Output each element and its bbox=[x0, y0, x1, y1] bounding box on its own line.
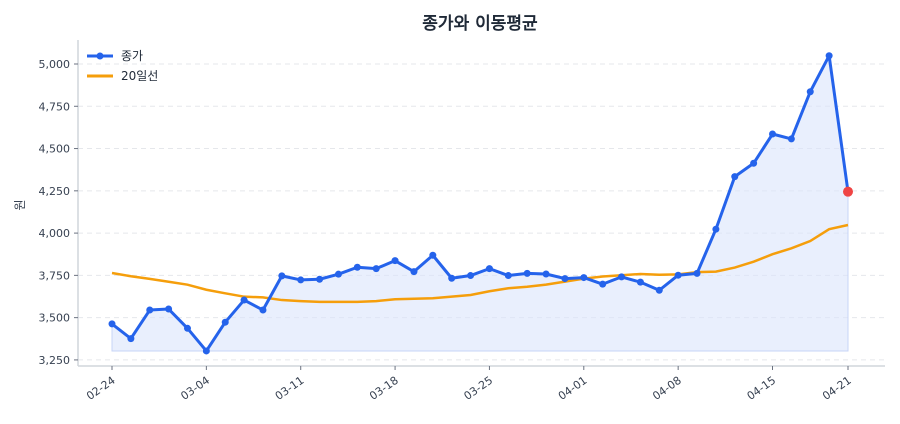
close-point bbox=[674, 271, 682, 279]
close-point bbox=[806, 88, 814, 96]
close-point bbox=[165, 305, 173, 313]
legend-marker-close bbox=[96, 52, 104, 60]
legend-label-ma20: 20일선 bbox=[121, 69, 158, 83]
x-tick-label: 04-15 bbox=[745, 374, 779, 403]
close-point bbox=[221, 318, 229, 326]
close-point bbox=[278, 272, 286, 280]
close-fill-area bbox=[111, 54, 849, 352]
x-tick-label: 03-11 bbox=[273, 374, 307, 403]
close-point bbox=[127, 335, 135, 343]
close-point bbox=[353, 263, 361, 271]
close-point bbox=[259, 306, 267, 314]
close-point bbox=[429, 251, 437, 259]
close-point bbox=[825, 52, 833, 60]
close-point bbox=[787, 135, 795, 143]
close-point bbox=[618, 273, 626, 281]
x-tick-label: 04-01 bbox=[556, 374, 590, 403]
x-axis: 02-24 03-04 03-11 03-18 03-25 04-01 04-08 04-15… bbox=[78, 365, 885, 403]
close-point bbox=[580, 274, 588, 282]
close-point bbox=[750, 159, 758, 167]
close-point bbox=[410, 268, 418, 276]
close-point bbox=[240, 296, 248, 304]
close-point bbox=[485, 265, 493, 273]
close-point bbox=[183, 324, 191, 332]
y-tick-label: 4,250 bbox=[39, 185, 71, 198]
y-axis-label: 원 bbox=[13, 199, 27, 210]
close-point bbox=[372, 265, 380, 273]
y-tick-label: 4,750 bbox=[39, 100, 71, 113]
legend: 종가 20일선 bbox=[87, 49, 158, 83]
close-point bbox=[636, 278, 644, 286]
x-tick-label: 03-18 bbox=[367, 374, 401, 403]
close-point bbox=[731, 173, 739, 181]
close-point bbox=[561, 275, 569, 283]
close-point bbox=[448, 274, 456, 282]
x-tick-label: 03-25 bbox=[462, 374, 496, 403]
y-tick-label: 4,500 bbox=[39, 143, 71, 156]
close-point bbox=[467, 272, 475, 280]
y-tick-label: 5,000 bbox=[39, 58, 71, 71]
x-tick-label: 04-21 bbox=[820, 374, 854, 403]
close-point bbox=[542, 270, 550, 278]
close-point bbox=[769, 130, 777, 138]
close-point bbox=[599, 280, 607, 288]
close-point bbox=[693, 269, 701, 277]
close-point bbox=[202, 347, 210, 355]
close-point bbox=[504, 272, 512, 280]
last-close-point bbox=[843, 186, 853, 197]
plot-area bbox=[108, 52, 853, 355]
ma20-line bbox=[111, 223, 849, 304]
close-point bbox=[316, 275, 324, 283]
close-point bbox=[523, 269, 531, 277]
y-tick-label: 3,500 bbox=[39, 312, 71, 325]
x-tick-label: 04-08 bbox=[650, 374, 684, 403]
close-point bbox=[712, 225, 720, 233]
y-axis: 3,250 3,500 3,750 4,000 4,250 4,500 4,750 5,000 bbox=[39, 40, 79, 367]
close-point bbox=[655, 286, 663, 294]
close-point bbox=[297, 276, 305, 284]
x-tick-label: 03-04 bbox=[178, 374, 212, 403]
y-tick-label: 3,250 bbox=[39, 354, 71, 367]
close-point bbox=[146, 306, 154, 314]
y-tick-label: 4,000 bbox=[39, 227, 71, 240]
close-line bbox=[111, 54, 850, 353]
close-point bbox=[334, 270, 342, 278]
chart-title: 종가와 이동평균 bbox=[422, 14, 538, 34]
close-point bbox=[391, 257, 399, 265]
y-tick-label: 3,750 bbox=[39, 269, 71, 282]
legend-label-close: 종가 bbox=[121, 49, 143, 63]
close-point bbox=[108, 320, 116, 328]
x-tick-label: 02-24 bbox=[84, 374, 118, 403]
